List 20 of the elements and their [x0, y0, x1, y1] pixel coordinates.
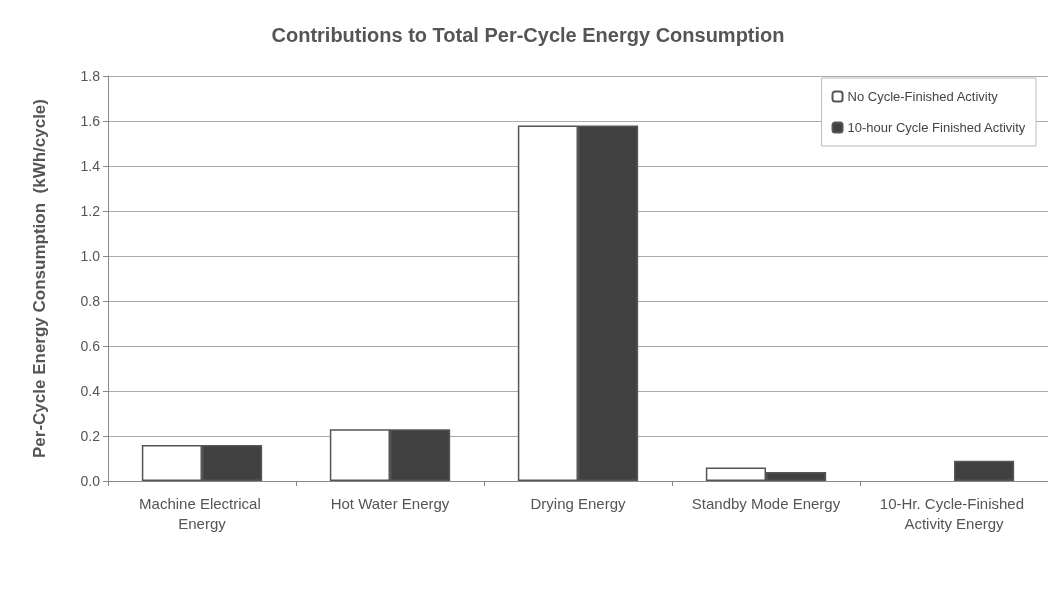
y-tick-label: 1.6	[80, 113, 101, 129]
legend-label: No Cycle-Finished Activity	[847, 89, 999, 104]
y-tick-label: 0.8	[80, 293, 101, 309]
y-tick-label: 0.0	[80, 473, 101, 489]
bar	[954, 460, 1015, 481]
y-tick-label: 0.2	[80, 428, 101, 444]
x-tick-label: Standby Mode Energy	[691, 494, 841, 512]
y-tick-label: 0.6	[80, 338, 101, 354]
y-tick-label: 1.4	[80, 158, 101, 174]
legend-label: 10-hour Cycle Finished Activity	[847, 120, 1026, 135]
x-tick-label: Drying Energy	[530, 494, 627, 512]
chart-title: Contributions to Total Per-Cycle Energy Consumption	[271, 24, 785, 46]
x-tick-label: 10-Hr. Cycle-Finished Activity Energy	[879, 494, 1029, 532]
y-tick-label: 1.0	[80, 248, 101, 264]
y-axis-title: Per-Cycle Energy Consumption (kWh/cycle)	[30, 99, 49, 458]
y-tick-label: 1.8	[80, 68, 101, 84]
y-tick-label: 0.4	[80, 383, 101, 399]
y-tick-label: 1.2	[80, 203, 101, 219]
x-tick-label: Hot Water Energy	[330, 494, 450, 512]
x-tick-label: Machine Electrical Energy	[139, 494, 265, 532]
